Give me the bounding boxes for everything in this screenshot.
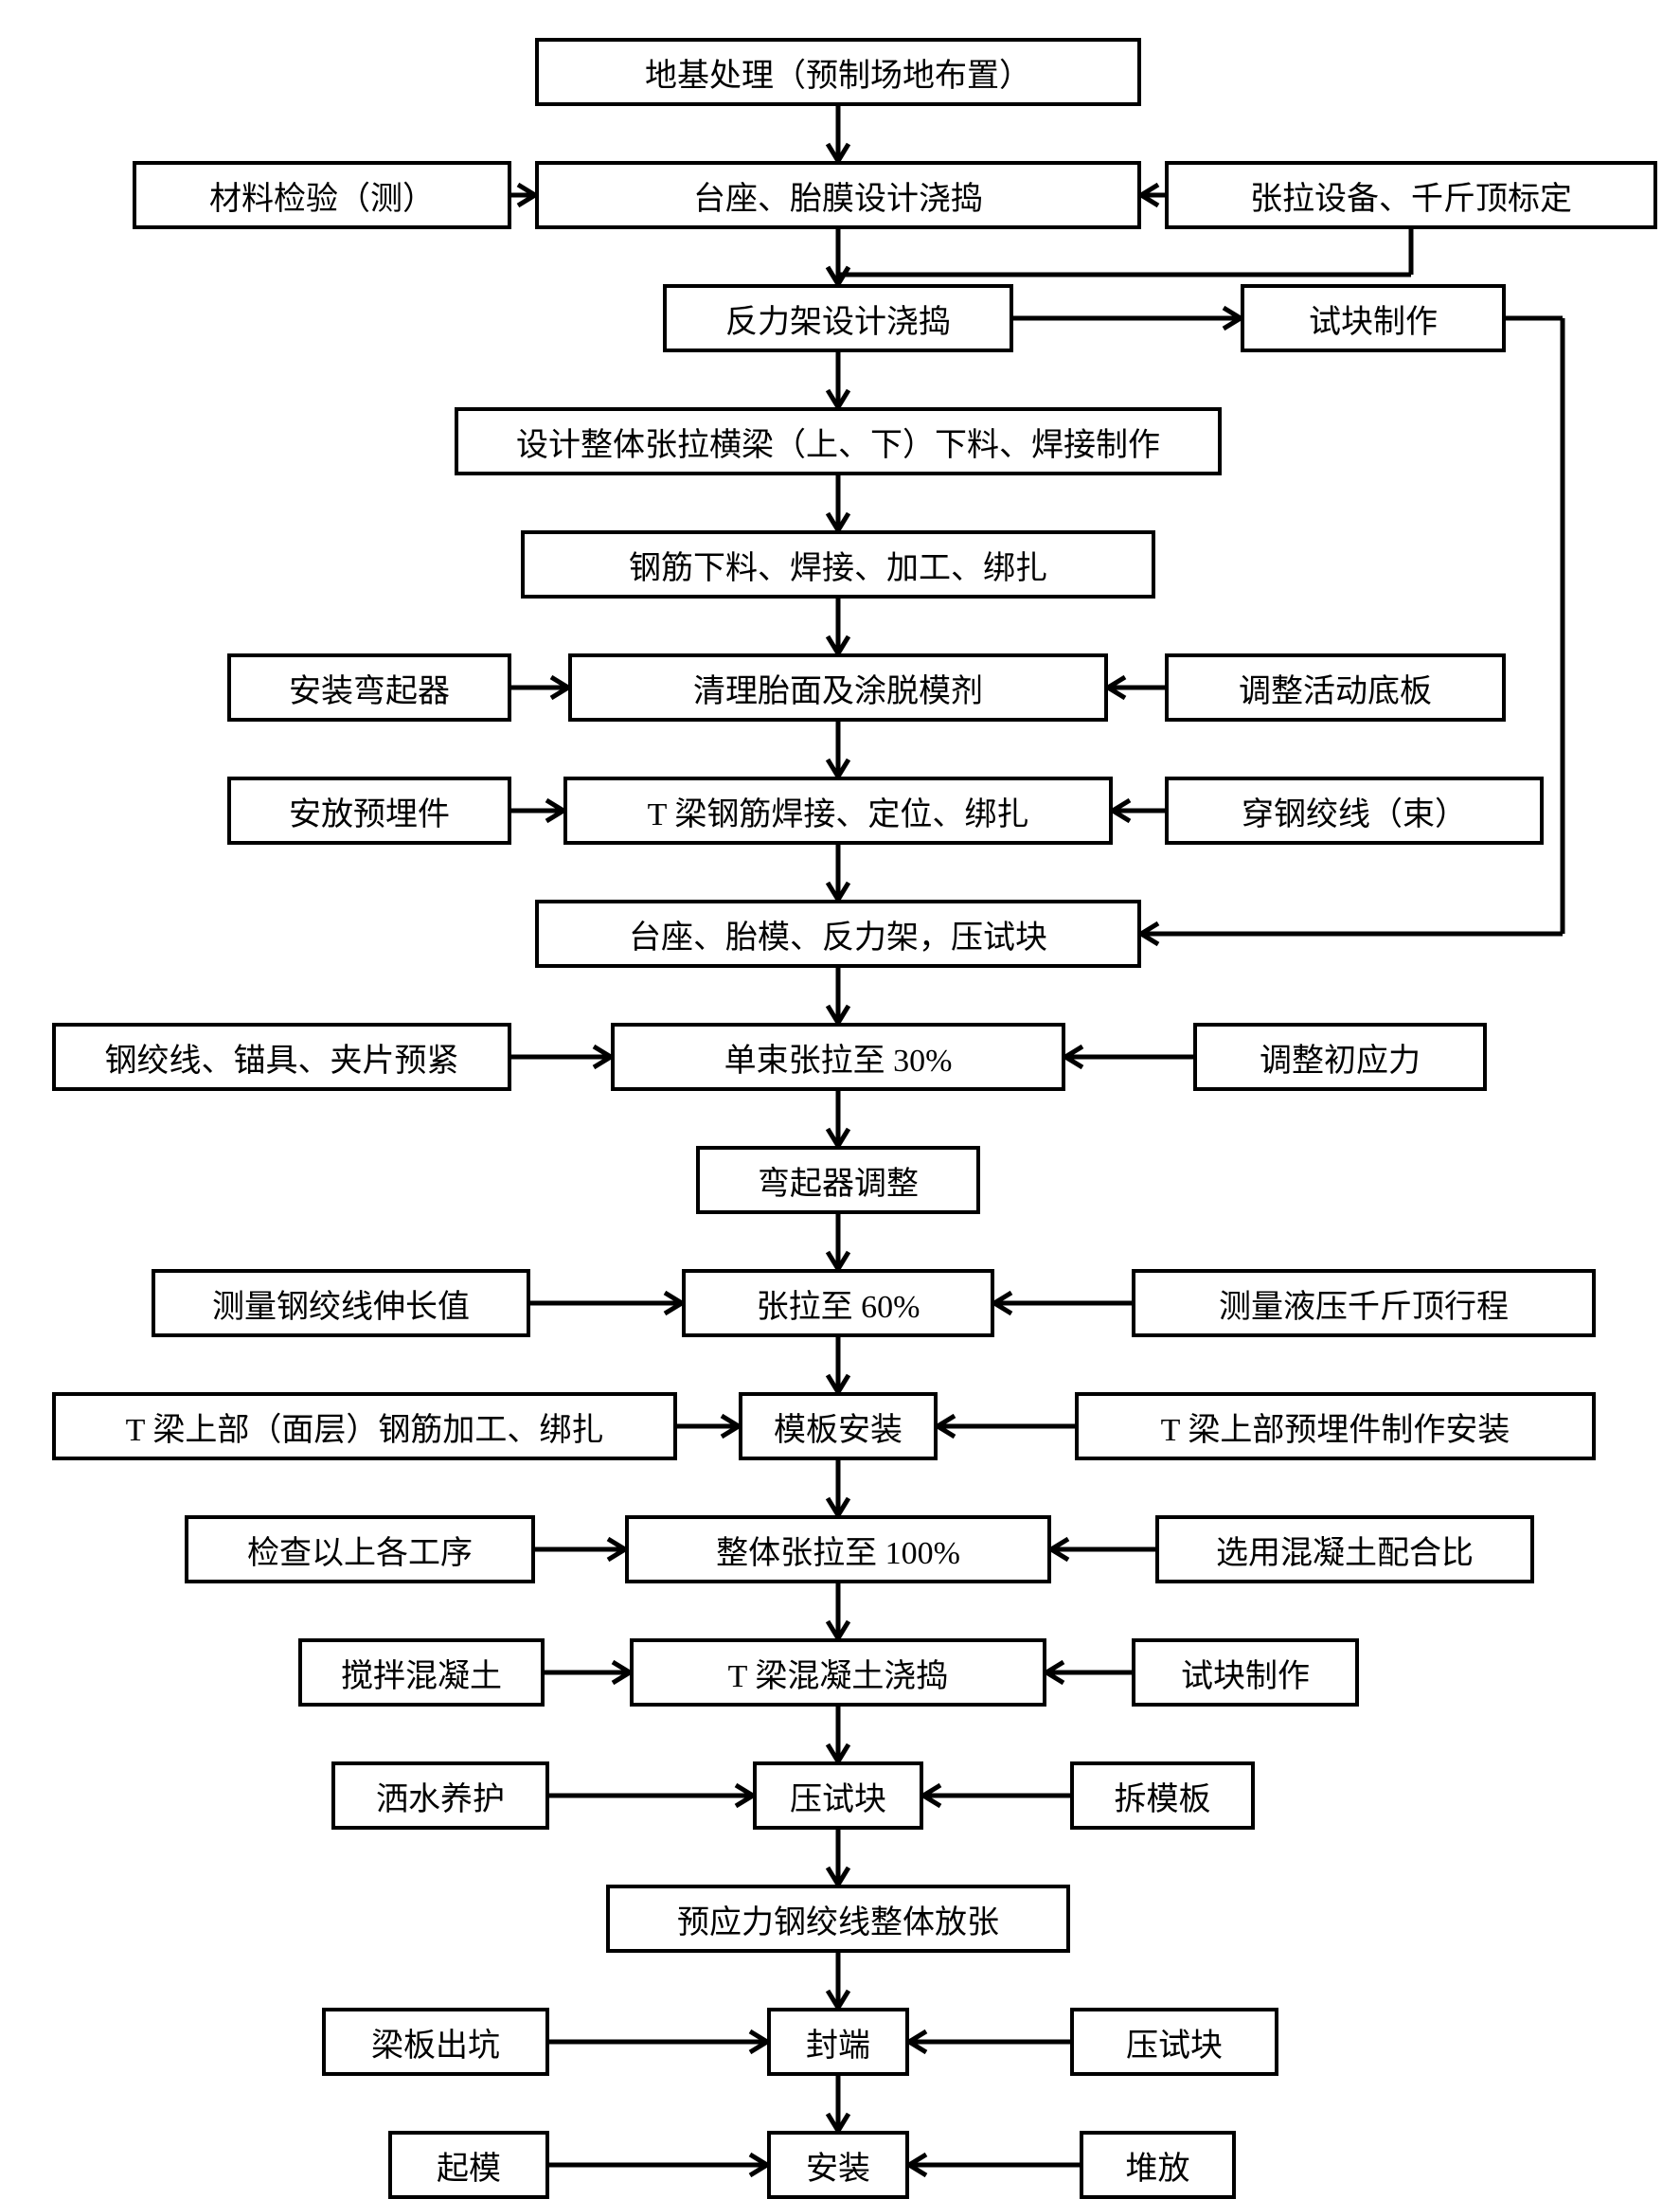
- flow-node-label: 安装: [806, 2142, 870, 2189]
- flow-node-label: 测量钢绞线伸长值: [212, 1280, 470, 1327]
- flow-node: 台座、胎膜设计浇捣: [535, 161, 1141, 229]
- flow-node: 材料检验（测）: [133, 161, 511, 229]
- flow-node-label: 堆放: [1126, 2142, 1190, 2189]
- flow-node-label: 检查以上各工序: [247, 1527, 473, 1573]
- flow-node-label: 安放预埋件: [289, 788, 450, 834]
- flow-node-label: 模板安装: [774, 1403, 903, 1450]
- flow-node-label: 调整活动底板: [1239, 665, 1432, 711]
- flow-node: 反力架设计浇捣: [663, 284, 1013, 352]
- flow-node-label: 穿钢绞线（束）: [1242, 788, 1467, 834]
- flow-node: 选用混凝土配合比: [1155, 1515, 1534, 1583]
- flow-node-label: 单束张拉至 30%: [724, 1034, 953, 1081]
- flow-node: 安放预埋件: [227, 777, 511, 845]
- flow-node: 搅拌混凝土: [298, 1638, 545, 1707]
- flow-node-label: T 梁混凝土浇捣: [728, 1650, 949, 1696]
- flow-node-label: 整体张拉至 100%: [716, 1527, 960, 1573]
- flow-node-label: 洒水养护: [376, 1773, 505, 1819]
- flow-node-label: T 梁钢筋焊接、定位、绑扎: [648, 788, 1029, 834]
- flow-node: 钢绞线、锚具、夹片预紧: [52, 1023, 511, 1091]
- flow-node: 压试块: [753, 1761, 923, 1830]
- flow-node: 起模: [388, 2131, 549, 2199]
- flow-node-label: 压试块: [790, 1773, 886, 1819]
- flow-node: 检查以上各工序: [185, 1515, 535, 1583]
- flow-node-label: 起模: [437, 2142, 501, 2189]
- flow-node: T 梁上部预埋件制作安装: [1075, 1392, 1596, 1460]
- flow-node-label: 清理胎面及涂脱模剂: [693, 665, 983, 711]
- flow-node: 梁板出坑: [322, 2008, 549, 2076]
- flow-node-label: 选用混凝土配合比: [1216, 1527, 1474, 1573]
- flow-node: 试块制作: [1241, 284, 1506, 352]
- flow-node-label: 钢筋下料、焊接、加工、绑扎: [629, 542, 1047, 588]
- flow-node: T 梁混凝土浇捣: [630, 1638, 1046, 1707]
- flow-node-label: 材料检验（测）: [209, 172, 435, 219]
- flow-node-label: 试块制作: [1309, 295, 1438, 342]
- flow-node: 调整初应力: [1193, 1023, 1487, 1091]
- flow-node: 拆模板: [1070, 1761, 1255, 1830]
- flow-node: 钢筋下料、焊接、加工、绑扎: [521, 530, 1155, 599]
- flowchart-stage: 地基处理（预制场地布置） 材料检验（测） 台座、胎膜设计浇捣 张拉设备、千斤顶标定反力…: [0, 0, 1680, 2197]
- flow-node-label: 台座、胎模、反力架，压试块: [629, 911, 1047, 957]
- flow-node: 整体张拉至 100%: [625, 1515, 1051, 1583]
- flow-node: 模板安装: [739, 1392, 938, 1460]
- flow-node-label: 安装弯起器: [289, 665, 450, 711]
- flow-node: 封端: [767, 2008, 909, 2076]
- flow-node: 张拉设备、千斤顶标定: [1165, 161, 1657, 229]
- flow-node-label: 设计整体张拉横梁（上、下）下料、焊接制作: [516, 419, 1160, 465]
- flow-node: 穿钢绞线（束）: [1165, 777, 1544, 845]
- flow-node-label: 台座、胎膜设计浇捣: [693, 172, 983, 219]
- flow-node: 测量钢绞线伸长值: [152, 1269, 530, 1337]
- flow-node-label: T 梁上部（面层）钢筋加工、绑扎: [126, 1403, 604, 1450]
- flow-node: 安装: [767, 2131, 909, 2199]
- flow-node-label: 梁板出坑: [371, 2019, 500, 2065]
- flow-node-label: 封端: [806, 2019, 870, 2065]
- flow-node: 地基处理（预制场地布置）: [535, 38, 1141, 106]
- flow-node: 弯起器调整: [696, 1146, 980, 1214]
- flow-node: 设计整体张拉横梁（上、下）下料、焊接制作: [455, 407, 1222, 475]
- flow-node: 调整活动底板: [1165, 653, 1506, 722]
- flow-node-label: 预应力钢绞线整体放张: [677, 1896, 999, 1942]
- flow-node-label: 拆模板: [1115, 1773, 1211, 1819]
- flow-node: 预应力钢绞线整体放张: [606, 1885, 1070, 1953]
- flow-node-label: 测量液压千斤顶行程: [1219, 1280, 1509, 1327]
- flow-node: 压试块: [1070, 2008, 1278, 2076]
- flow-node: 张拉至 60%: [682, 1269, 994, 1337]
- flow-node-label: 张拉设备、千斤顶标定: [1250, 172, 1572, 219]
- flow-node-label: 压试块: [1126, 2019, 1223, 2065]
- flow-node: 清理胎面及涂脱模剂: [568, 653, 1108, 722]
- flow-node-label: T 梁上部预埋件制作安装: [1161, 1403, 1510, 1450]
- flow-node: 堆放: [1080, 2131, 1236, 2199]
- flow-node: 试块制作: [1132, 1638, 1359, 1707]
- flow-node: 洒水养护: [331, 1761, 549, 1830]
- flow-node-label: 试块制作: [1181, 1650, 1310, 1696]
- flow-node-label: 地基处理（预制场地布置）: [645, 49, 1031, 96]
- flow-node-label: 张拉至 60%: [757, 1280, 920, 1327]
- flow-node: 单束张拉至 30%: [611, 1023, 1065, 1091]
- flow-node: 台座、胎模、反力架，压试块: [535, 900, 1141, 968]
- flow-node: 安装弯起器: [227, 653, 511, 722]
- flow-node: 测量液压千斤顶行程: [1132, 1269, 1596, 1337]
- flow-node: T 梁钢筋焊接、定位、绑扎: [563, 777, 1113, 845]
- flow-node-label: 调整初应力: [1260, 1034, 1421, 1081]
- flow-node-label: 搅拌混凝土: [341, 1650, 502, 1696]
- flow-node-label: 弯起器调整: [758, 1157, 919, 1204]
- flow-node-label: 钢绞线、锚具、夹片预紧: [105, 1034, 459, 1081]
- flow-node-label: 反力架设计浇捣: [725, 295, 951, 342]
- flow-node: T 梁上部（面层）钢筋加工、绑扎: [52, 1392, 677, 1460]
